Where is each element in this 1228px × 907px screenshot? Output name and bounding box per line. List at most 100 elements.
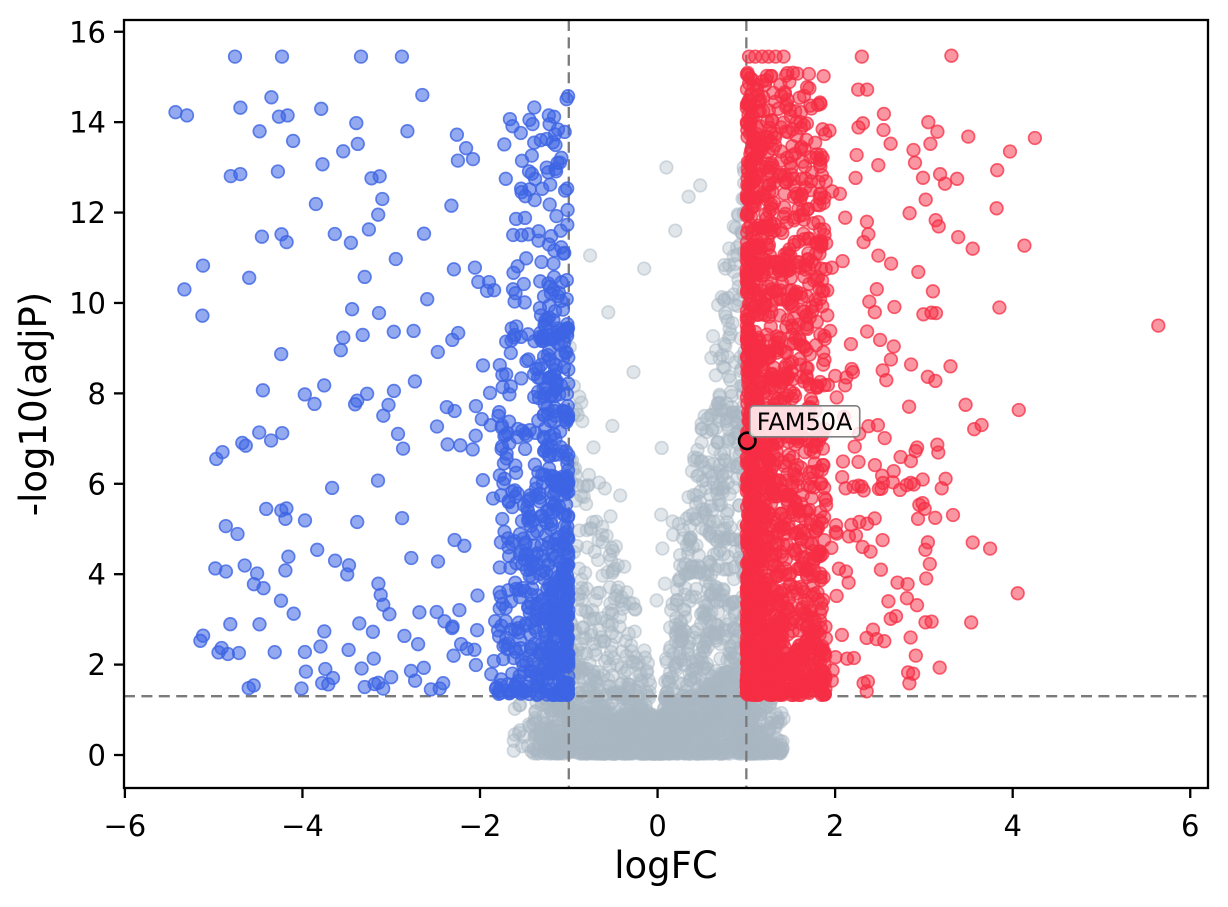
data-point [548,613,563,629]
data-point [718,309,734,324]
data-point [505,119,520,134]
data-point [446,648,461,663]
data-point [801,66,817,82]
data-point [681,189,696,204]
data-point [530,588,545,603]
data-point [315,157,330,172]
data-point [519,251,534,266]
data-point [834,627,850,643]
data-point [404,550,419,566]
data-point [537,431,552,446]
data-point [386,383,402,399]
series-downregulated [168,49,576,703]
data-point [354,661,369,676]
data-point [586,440,601,455]
data-point [274,346,289,362]
data-point [790,66,805,81]
data-point [725,405,741,420]
data-point [686,450,702,465]
data-point [218,564,234,579]
data-point [501,548,517,564]
data-point [541,237,557,252]
data-point [690,468,705,484]
data-point [601,305,616,320]
data-point [709,465,725,481]
data-point [888,609,904,624]
data-point [654,440,669,456]
data-point [506,227,521,243]
data-point [511,583,526,598]
data-point [537,512,552,528]
data-point [790,471,805,487]
data-point [486,653,502,669]
data-point [470,588,485,603]
data-point [709,633,724,648]
data-point [771,101,786,116]
data-point [177,282,192,297]
data-point [297,644,313,660]
data-point [307,396,322,412]
data-point [795,581,810,597]
data-point [694,435,709,450]
data-point [541,677,556,692]
data-point [681,720,696,735]
data-point [703,498,719,514]
data-point [390,426,406,442]
data-point [697,408,712,424]
data-point [603,509,618,524]
data-point [717,530,732,546]
data-point [793,120,809,136]
data-point [837,378,853,393]
data-point [671,516,686,531]
data-point [294,681,309,696]
data-point [590,665,605,680]
data-point [799,80,815,95]
data-point [556,360,572,375]
data-point [350,393,365,408]
data-point [439,399,454,415]
data-point [637,643,652,658]
data-point [365,624,381,639]
data-point [382,607,397,622]
data-point [708,579,723,594]
data-point [499,367,514,382]
data-point [357,269,372,285]
data-point [517,210,533,226]
data-point [828,650,843,665]
data-point [873,562,889,577]
data-point [547,478,562,493]
data-point [579,522,594,538]
data-point [310,542,325,557]
data-point [343,235,359,250]
data-point [233,100,248,115]
data-point [809,439,824,454]
data-point [324,480,340,496]
data-point [710,546,725,561]
data-point [528,481,544,496]
data-point [403,663,419,679]
data-point [802,276,817,292]
data-point [546,447,562,463]
data-point [583,628,599,643]
data-point [706,514,721,529]
data-point [546,256,561,271]
data-point [561,586,576,602]
data-point [168,105,183,120]
data-point [484,667,499,682]
data-point [614,590,629,605]
data-point [740,596,755,612]
data-point [869,282,884,297]
data-point [872,332,888,348]
data-point [712,387,727,402]
data-point [859,214,875,229]
data-point [481,274,497,290]
data-point [513,641,528,656]
data-point [855,539,870,555]
data-point [430,344,445,360]
data-point [749,744,765,759]
data-point [278,563,293,578]
data-point [723,722,739,737]
data-point [659,160,674,175]
data-point [522,423,537,438]
data-point [581,728,596,743]
